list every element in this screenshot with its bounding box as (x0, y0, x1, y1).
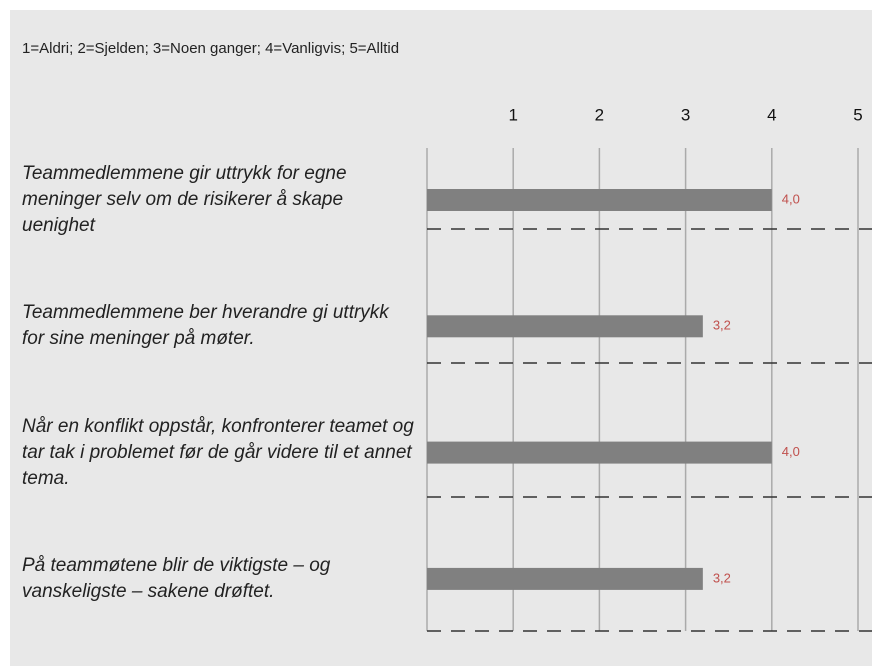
category-label: Teammedlemmene gir uttrykk for egne meni… (22, 163, 347, 236)
x-tick-label: 4 (767, 105, 776, 124)
subtitle: 1=Aldri; 2=Sjelden; 3=Noen ganger; 4=Van… (22, 40, 400, 57)
value-label: 4,0 (782, 444, 800, 459)
bar (427, 441, 772, 464)
x-tick-label: 5 (853, 105, 862, 124)
value-label: 4,0 (782, 191, 800, 206)
background (10, 10, 872, 666)
bar (427, 189, 772, 211)
value-label: 3,2 (713, 318, 731, 333)
category-label: Teammedlemmene ber hverandre gi uttrykk … (22, 302, 389, 350)
x-tick-label: 2 (595, 105, 604, 124)
category-label: På teammøtene blir de viktigste – og van… (22, 554, 331, 602)
bar (427, 567, 703, 590)
bar (427, 315, 703, 338)
value-label: 3,2 (713, 570, 731, 585)
category-label: Når en konflikt oppstår, konfronterer te… (22, 415, 414, 489)
x-tick-label: 3 (681, 105, 690, 124)
x-tick-label: 1 (508, 105, 517, 124)
